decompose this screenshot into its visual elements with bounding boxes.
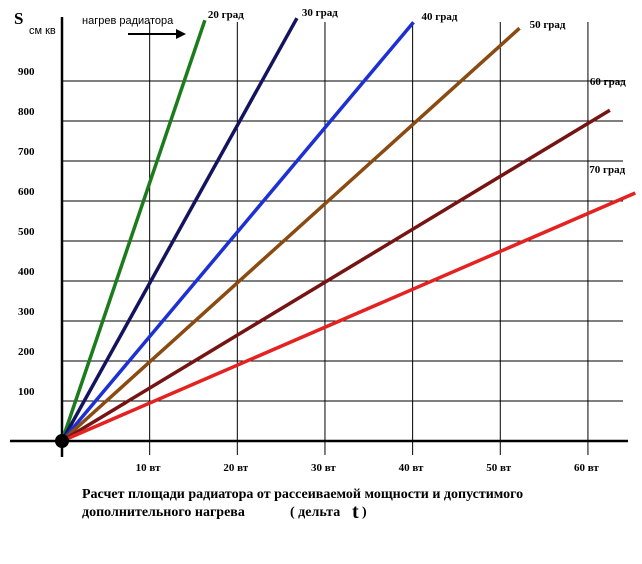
y-tick-label: 600 <box>18 186 35 198</box>
caption: ( дельта <box>290 505 340 520</box>
series-label: 70 град <box>589 164 625 176</box>
series-line <box>60 21 415 443</box>
x-tick-label: 30 вт <box>311 462 336 474</box>
series-line <box>60 26 521 443</box>
y-tick-label: 700 <box>18 146 35 158</box>
series-line <box>60 19 207 442</box>
y-tick-label: 400 <box>18 266 35 278</box>
annotation: нагрев радиатора <box>82 15 174 27</box>
series-label: 40 град <box>422 11 458 23</box>
caption: Расчет площади радиатора от рассеиваемой… <box>82 487 523 502</box>
caption: дополнительного нагрева <box>82 505 245 520</box>
y-tick-label: 900 <box>18 66 35 78</box>
x-tick-label: 60 вт <box>574 462 599 474</box>
y-tick-label: 200 <box>18 346 35 358</box>
series-label: 50 град <box>530 19 566 31</box>
x-tick-label: 10 вт <box>136 462 161 474</box>
series-line <box>61 191 636 443</box>
y-label: S <box>14 9 23 28</box>
x-tick-label: 20 вт <box>223 462 248 474</box>
series-label: 60 град <box>590 76 626 88</box>
y-tick-label: 300 <box>18 306 35 318</box>
x-tick-label: 40 вт <box>399 462 424 474</box>
y-tick-label: 100 <box>18 386 35 398</box>
series-line <box>60 17 299 442</box>
series-label: 30 град <box>302 7 338 19</box>
y-unit: см кв <box>29 25 56 37</box>
series-line <box>61 108 611 443</box>
y-tick-label: 800 <box>18 106 35 118</box>
caption: t <box>352 501 359 523</box>
y-tick-label: 500 <box>18 226 35 238</box>
caption: ) <box>362 505 367 520</box>
x-tick-label: 50 вт <box>486 462 511 474</box>
origin-dot <box>55 434 69 448</box>
series-label: 20 град <box>208 9 244 21</box>
arrow-head <box>176 29 186 39</box>
